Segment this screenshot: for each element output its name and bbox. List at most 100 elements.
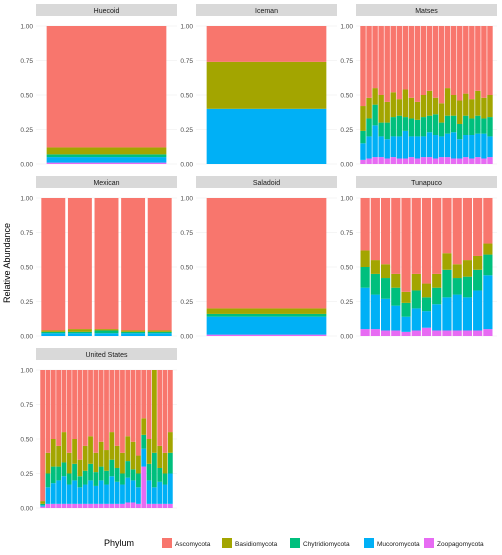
- bar-segment: [372, 157, 378, 164]
- y-tick-label: 0.75: [180, 230, 193, 237]
- bar-segment: [408, 118, 415, 137]
- bar-segment: [109, 459, 115, 477]
- bar-segment: [390, 117, 396, 137]
- bar-segment: [402, 158, 409, 164]
- bar-segment: [206, 26, 327, 62]
- bar-segment: [130, 480, 136, 503]
- bar-segment: [46, 147, 167, 155]
- bar-segment: [114, 467, 120, 482]
- bar-segment: [147, 198, 172, 331]
- bar-segment: [380, 278, 391, 299]
- bar-segment: [141, 448, 147, 467]
- legend-swatch: [424, 538, 434, 548]
- bar-segment: [136, 503, 141, 508]
- bar-segment: [408, 136, 415, 158]
- bar-segment: [438, 136, 445, 158]
- bar-segment: [114, 370, 120, 446]
- bar-segment: [370, 198, 380, 261]
- bar-segment: [450, 158, 457, 164]
- bar-segment: [487, 26, 493, 95]
- bar-segment: [475, 90, 481, 116]
- bar-segment: [45, 452, 51, 474]
- bar-segment: [66, 503, 72, 508]
- bar-segment: [380, 298, 391, 331]
- bar-segment: [121, 333, 146, 336]
- bar-segment: [442, 269, 452, 298]
- bar-segment: [82, 484, 88, 504]
- bar-segment: [114, 503, 120, 508]
- bar-segment: [432, 114, 439, 136]
- bar-segment: [426, 132, 433, 158]
- bar-segment: [442, 297, 452, 331]
- bar-segment: [130, 441, 136, 470]
- bar-segment: [463, 93, 469, 116]
- bar-segment: [384, 101, 390, 123]
- bar-segment: [82, 445, 88, 471]
- bar-segment: [162, 452, 168, 474]
- bar-segment: [370, 273, 380, 295]
- bar-segment: [46, 154, 167, 158]
- bar-segment: [463, 135, 469, 158]
- bar-segment: [401, 198, 411, 292]
- bar-segment: [98, 441, 104, 467]
- bar-segment: [41, 331, 66, 334]
- bar-segment: [56, 370, 62, 446]
- bar-segment: [45, 503, 51, 508]
- bar-segment: [444, 26, 451, 89]
- bar-segment: [157, 467, 163, 482]
- facet-strip: [356, 4, 497, 16]
- bar-segment: [94, 330, 119, 334]
- bar-segment: [481, 158, 487, 164]
- bar-segment: [402, 117, 409, 131]
- bar-segment: [483, 254, 493, 276]
- bar-segment: [432, 304, 442, 331]
- bar-segment: [157, 370, 163, 446]
- y-tick-label: 0.25: [20, 299, 33, 306]
- bar-segment: [450, 26, 457, 95]
- facet-panel: Mexican 0.00 0.25 0.50 0.75 1.00: [20, 176, 177, 342]
- facet-panel: Matses 0.00 0.25 0.50 0.75 1.00: [340, 4, 497, 170]
- bar-segment: [411, 273, 421, 291]
- bar-segment: [432, 287, 442, 305]
- bar-segment: [136, 455, 141, 474]
- bar-segment: [72, 370, 77, 439]
- bar-segment: [46, 26, 167, 148]
- facet-panel: United States 0.00 0.25 0.50 0.75 1.00: [20, 348, 177, 514]
- y-tick-label: 0.25: [180, 127, 193, 134]
- bar-segment: [94, 333, 119, 336]
- legend-swatch: [222, 538, 232, 548]
- bar-segment: [432, 330, 442, 336]
- bar-segment: [77, 487, 83, 504]
- bar-segment: [420, 26, 427, 95]
- bar-segment: [88, 503, 93, 508]
- bar-segment: [61, 462, 67, 477]
- y-tick-label: 0.25: [180, 299, 193, 306]
- bar-segment: [408, 97, 415, 119]
- bar-segment: [438, 103, 445, 123]
- bar-segment: [50, 466, 56, 484]
- bar-segment: [483, 275, 493, 330]
- bar-segment: [487, 136, 493, 158]
- bar-segment: [420, 95, 427, 118]
- bar-segment: [141, 466, 147, 508]
- bar-segment: [432, 97, 439, 115]
- bar-segment: [396, 26, 403, 100]
- bar-segment: [421, 198, 432, 284]
- facet-strip: [356, 176, 497, 188]
- bar-segment: [104, 450, 109, 471]
- y-axis-label: Relative Abundance: [2, 223, 12, 303]
- bar-segment: [426, 90, 433, 116]
- bar-segment: [360, 159, 366, 164]
- bar-segment: [380, 330, 391, 336]
- bar-segment: [426, 26, 433, 91]
- bar-segment: [444, 88, 451, 116]
- bar-segment: [372, 88, 378, 105]
- bar-segment: [82, 470, 88, 485]
- bar-segment: [125, 461, 131, 478]
- bar-segment: [50, 483, 56, 504]
- bar-segment: [390, 26, 396, 93]
- bar-segment: [104, 484, 109, 504]
- bar-segment: [93, 485, 99, 504]
- bar-segment: [162, 503, 168, 508]
